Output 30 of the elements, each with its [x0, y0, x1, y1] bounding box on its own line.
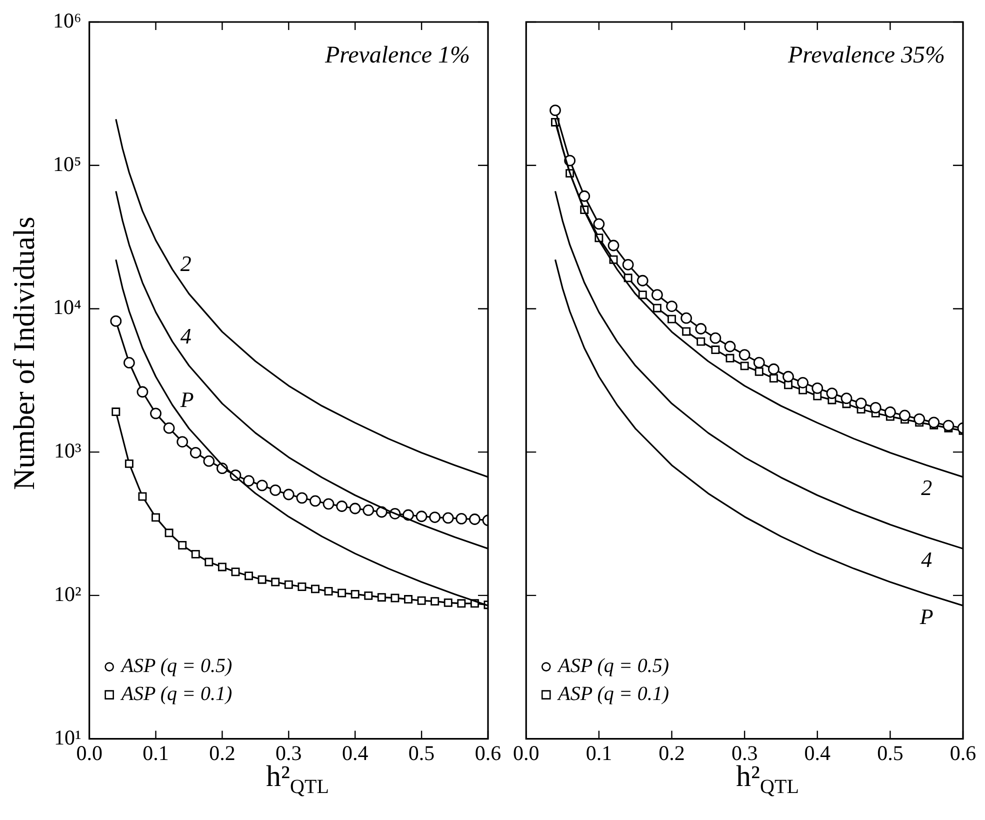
x-tick-label: 0.0 [513, 740, 540, 765]
legend-label: ASP (q = 0.5) [119, 655, 233, 678]
x-tick-label: 0.0 [76, 740, 102, 765]
x-tick-label: 0.2 [658, 740, 685, 765]
y-tick-label: 10⁵ [52, 152, 82, 176]
series-label: P [179, 386, 194, 412]
legend-label: ASP (q = 0.5) [556, 655, 670, 678]
text: Prevalence 35% [786, 42, 945, 68]
series-label: 2 [921, 474, 932, 500]
x-tick-label: 0.2 [209, 740, 236, 765]
text: Prevalence 1% [324, 42, 470, 68]
series-label: 4 [180, 323, 192, 348]
x-tick-label: 0.5 [877, 740, 904, 765]
y-tick-label: 10⁶ [52, 8, 82, 33]
x-tick-label: 0.6 [474, 740, 502, 765]
x-tick-label: 0.1 [142, 740, 169, 765]
y-tick-label: 10² [54, 582, 82, 606]
series-label: 4 [921, 546, 932, 572]
x-tick-label: 0.1 [586, 740, 612, 765]
legend-label: ASP (q = 0.1) [119, 683, 233, 706]
x-tick-label: 0.4 [342, 740, 369, 765]
x-tick-label: 0.6 [950, 740, 976, 765]
series-label: 2 [180, 251, 192, 276]
x-tick-label: 0.5 [408, 740, 435, 765]
series-label: P [918, 604, 934, 629]
legend-label: ASP (q = 0.1) [556, 683, 670, 706]
y-tick-label: 10⁴ [52, 295, 82, 320]
y-axis-title: Number of Individuals [8, 216, 42, 490]
x-tick-label: 0.4 [804, 740, 831, 765]
y-tick-label: 10³ [54, 438, 82, 463]
